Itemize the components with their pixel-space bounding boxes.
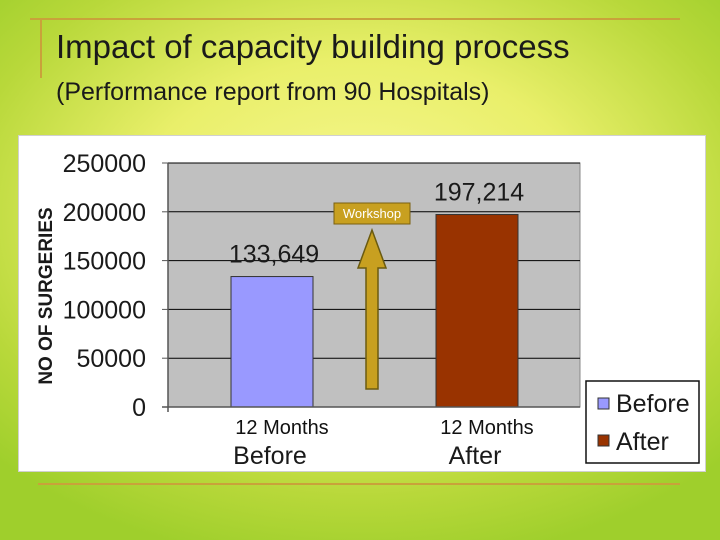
decorative-top-line (30, 18, 680, 20)
workshop-annotation-label: Workshop (343, 206, 401, 221)
page-title: Impact of capacity building process (56, 28, 570, 65)
period-label: 12 Months (440, 417, 533, 439)
decorative-left-line (40, 18, 42, 78)
legend-swatch-before (597, 397, 610, 410)
workshop-arrow-icon (356, 227, 388, 390)
y-tick-label: 50000 (76, 345, 146, 373)
y-axis-label: NO OF SURGERIES (36, 207, 57, 384)
legend-label-before: Before (616, 390, 690, 418)
legend-swatch-after (597, 434, 610, 447)
decorative-bottom-line (38, 483, 680, 485)
legend: Before After (585, 380, 700, 464)
bar-after (435, 214, 519, 408)
page-subtitle: (Performance report from 90 Hospitals) (56, 78, 490, 106)
period-label: 12 Months (235, 417, 328, 439)
data-label: 197,214 (434, 179, 524, 207)
data-label: 133,649 (229, 241, 319, 269)
y-tick-label: 150000 (63, 248, 146, 276)
legend-label-after: After (616, 428, 669, 456)
y-tick-label: 200000 (63, 199, 146, 227)
y-tick-label: 250000 (63, 150, 146, 178)
workshop-annotation-box (333, 202, 411, 225)
legend-box (585, 380, 700, 464)
bar-before (230, 276, 314, 408)
y-tick-label: 100000 (63, 296, 146, 324)
y-tick-label: 0 (132, 394, 146, 422)
x-tick-label: After (449, 442, 502, 470)
x-tick-label: Before (233, 442, 307, 470)
